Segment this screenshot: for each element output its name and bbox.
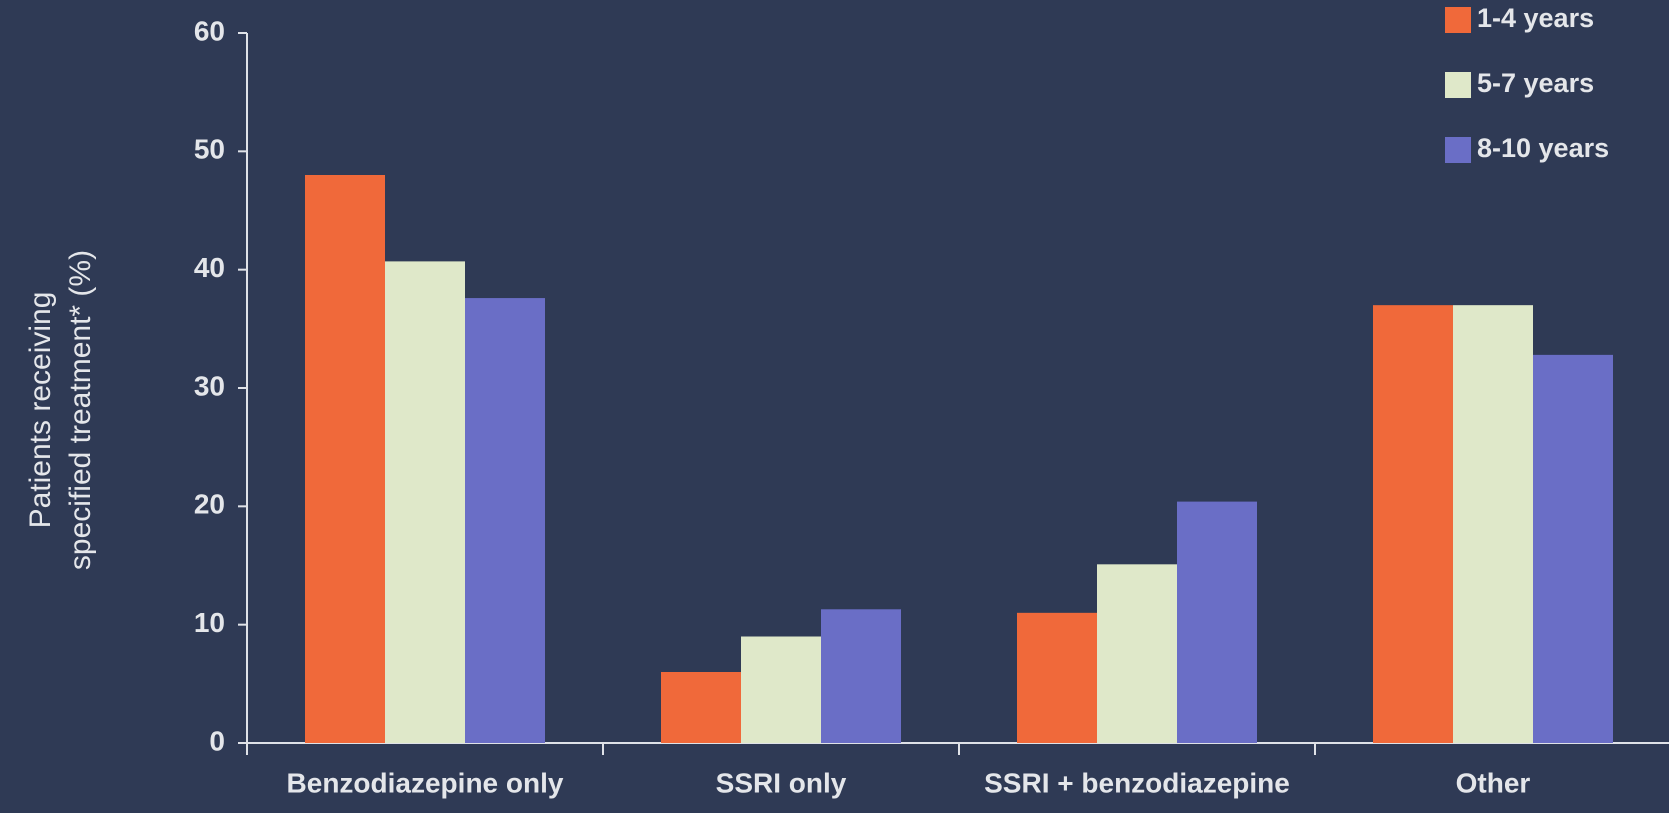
legend-swatch [1445, 7, 1471, 33]
bar [821, 609, 901, 743]
bar [1373, 305, 1453, 743]
x-tick-label: Benzodiazepine only [287, 767, 564, 798]
bar [1177, 501, 1257, 743]
y-tick-label: 40 [194, 252, 225, 283]
legend-label: 8-10 years [1477, 133, 1609, 163]
legend-swatch [1445, 137, 1471, 163]
y-tick-label: 30 [194, 370, 225, 401]
bar [1017, 612, 1097, 743]
y-tick-label: 60 [194, 15, 225, 46]
bar [1453, 305, 1533, 743]
bar [1533, 354, 1613, 743]
legend-swatch [1445, 72, 1471, 98]
y-label-line: Patients receiving [24, 292, 57, 529]
bar [1097, 564, 1177, 743]
y-tick-label: 10 [194, 607, 225, 638]
x-tick-label: SSRI only [716, 767, 847, 798]
bar [661, 672, 741, 743]
x-tick-label: Other [1456, 767, 1531, 798]
y-tick-label: 0 [209, 725, 225, 756]
bar [741, 636, 821, 743]
y-tick-label: 20 [194, 489, 225, 520]
bar [465, 298, 545, 743]
legend-label: 5-7 years [1477, 68, 1594, 98]
bar [305, 175, 385, 743]
bar [385, 261, 465, 743]
y-label-line: specified treatment* (%) [64, 250, 97, 570]
y-tick-label: 50 [194, 134, 225, 165]
x-tick-label: SSRI + benzodiazepine [984, 767, 1290, 798]
y-axis-label: Patients receiving specified treatment* … [24, 250, 97, 570]
legend-label: 1-4 years [1477, 3, 1594, 33]
